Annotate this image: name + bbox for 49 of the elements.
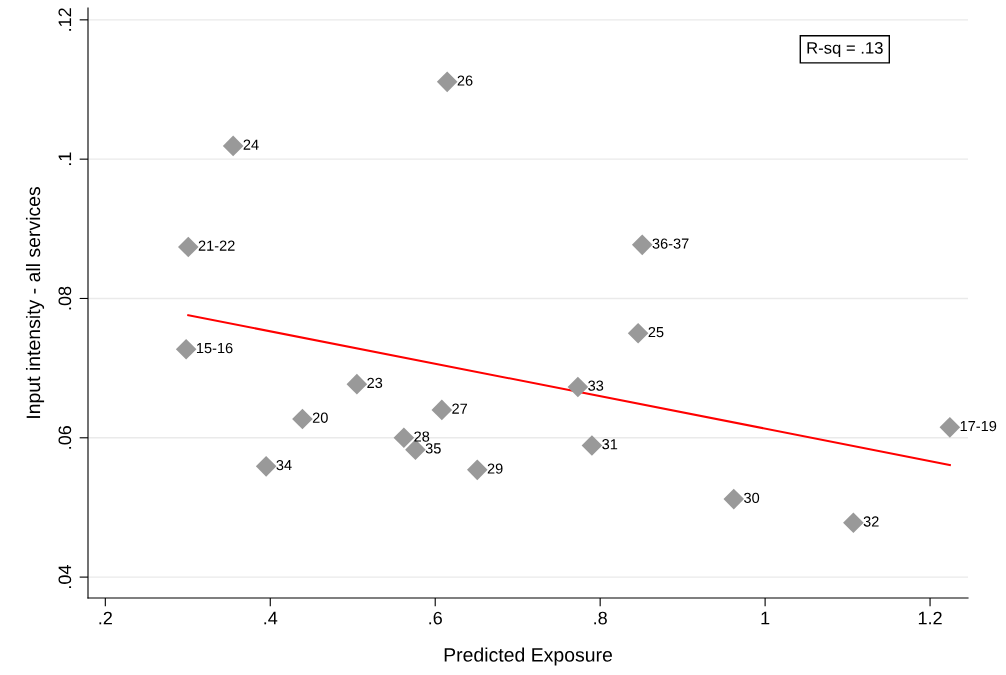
y-tick-label: .08 <box>58 286 72 310</box>
annotation: 31 <box>602 439 618 450</box>
y-tick-label: .04 <box>58 565 72 588</box>
point <box>431 399 453 421</box>
annotation: 20 <box>312 412 328 423</box>
point <box>222 135 244 157</box>
y-tick-label: .06 <box>58 426 72 449</box>
x-tick-label: .2 <box>99 611 112 625</box>
annotation: 23 <box>367 377 383 389</box>
annotation: 17-19 <box>960 420 997 432</box>
annotation: 33 <box>588 380 604 391</box>
point <box>723 488 745 510</box>
annotation: 34 <box>276 459 292 471</box>
x-tick-label: .4 <box>264 611 278 625</box>
x-tick-label: .6 <box>429 611 442 625</box>
annotation: 25 <box>648 326 664 338</box>
annotation: 26 <box>457 75 473 86</box>
point <box>466 459 488 481</box>
y-tick-label: .1 <box>58 152 72 166</box>
annotation: 24 <box>243 139 259 150</box>
point <box>175 339 197 360</box>
point <box>177 236 199 258</box>
annotation: R-sq = .13 <box>807 41 883 58</box>
point <box>627 323 649 344</box>
point <box>292 408 313 430</box>
x-axis-title: Predicted Exposure <box>444 647 612 666</box>
x-tick-label: .8 <box>594 611 607 625</box>
annotation: 28 <box>414 431 430 442</box>
x-tick-label: 1.2 <box>918 611 942 625</box>
annotation: 30 <box>744 492 760 503</box>
point <box>939 417 961 438</box>
annotation: 15-16 <box>196 342 233 354</box>
annotation: 29 <box>487 463 503 474</box>
point <box>843 512 864 534</box>
point <box>567 376 589 398</box>
x-tick-label: 1 <box>761 611 770 625</box>
point <box>581 435 603 456</box>
point <box>393 427 415 449</box>
point <box>631 234 653 256</box>
annotation: 21-22 <box>198 240 235 251</box>
point <box>346 373 368 395</box>
point <box>255 456 277 477</box>
annotation: 35 <box>425 443 441 454</box>
annotation: 36-37 <box>652 238 689 249</box>
y-tick-label: .12 <box>58 8 72 31</box>
point <box>436 71 458 93</box>
annotation: 32 <box>863 516 879 527</box>
annotation: 27 <box>452 403 468 414</box>
y-axis-title: Input intensity - all services <box>25 186 45 418</box>
